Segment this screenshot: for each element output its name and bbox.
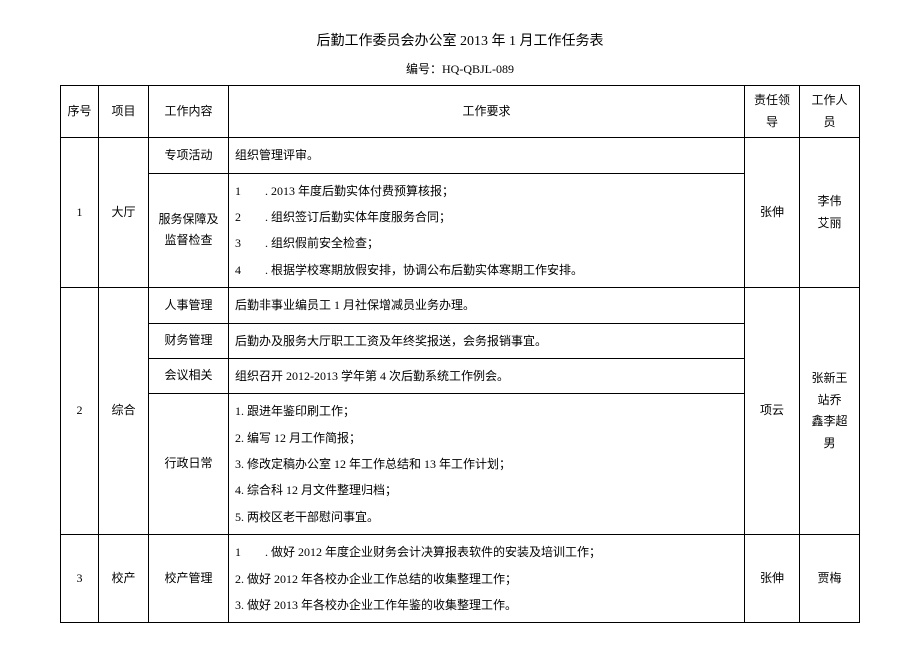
cell-project: 校产 xyxy=(99,535,149,623)
requirement-line: 2 . 组织签订后勤实体年度服务合同； xyxy=(235,204,738,230)
th-staff: 工作人员 xyxy=(800,86,860,138)
th-leader: 责任领导 xyxy=(745,86,800,138)
table-row: 服务保障及监督检查1 . 2013 年度后勤实体付费预算核报；2 . 组织签订后… xyxy=(61,173,860,288)
requirement-line: 4 . 根据学校寒期放假安排，协调公布后勤实体寒期工作安排。 xyxy=(235,257,738,283)
cell-requirement: 组织召开 2012-2013 学年第 4 次后勤系统工作例会。 xyxy=(229,358,745,393)
requirement-line: 后勤办及服务大厅职工工资及年终奖报送，会务报销事宜。 xyxy=(235,328,738,354)
requirement-line: 2. 做好 2012 年各校办企业工作总结的收集整理工作； xyxy=(235,566,738,592)
requirement-line: 3 . 组织假前安全检查； xyxy=(235,230,738,256)
cell-requirement: 后勤非事业编员工 1 月社保增减员业务办理。 xyxy=(229,288,745,323)
staff-line: 艾丽 xyxy=(806,213,853,235)
requirement-line: 1 . 2013 年度后勤实体付费预算核报； xyxy=(235,178,738,204)
cell-staff: 李伟艾丽 xyxy=(800,138,860,288)
cell-content: 财务管理 xyxy=(149,323,229,358)
cell-content: 服务保障及监督检查 xyxy=(149,173,229,288)
table-header-row: 序号 项目 工作内容 工作要求 责任领导 工作人员 xyxy=(61,86,860,138)
th-project: 项目 xyxy=(99,86,149,138)
requirement-line: 组织管理评审。 xyxy=(235,142,738,168)
requirement-line: 5. 两校区老干部慰问事宜。 xyxy=(235,504,738,530)
requirement-line: 3. 做好 2013 年各校办企业工作年鉴的收集整理工作。 xyxy=(235,592,738,618)
requirement-line: 3. 修改定稿办公室 12 年工作总结和 13 年工作计划； xyxy=(235,451,738,477)
cell-leader: 张伸 xyxy=(745,138,800,288)
staff-line: 张新王站乔 xyxy=(806,368,853,411)
staff-line: 李伟 xyxy=(806,191,853,213)
table-row: 2综合人事管理后勤非事业编员工 1 月社保增减员业务办理。项云张新王站乔鑫李超男 xyxy=(61,288,860,323)
th-content: 工作内容 xyxy=(149,86,229,138)
requirement-line: 4. 综合科 12 月文件整理归档； xyxy=(235,477,738,503)
table-row: 行政日常1. 跟进年鉴印刷工作；2. 编写 12 月工作简报；3. 修改定稿办公… xyxy=(61,394,860,535)
th-seq: 序号 xyxy=(61,86,99,138)
cell-staff: 张新王站乔鑫李超男 xyxy=(800,288,860,535)
page-title: 后勤工作委员会办公室 2013 年 1 月工作任务表 xyxy=(60,30,860,50)
requirement-line: 1 . 做好 2012 年度企业财务会计决算报表软件的安装及培训工作； xyxy=(235,539,738,565)
cell-requirement: 后勤办及服务大厅职工工资及年终奖报送，会务报销事宜。 xyxy=(229,323,745,358)
cell-content: 专项活动 xyxy=(149,138,229,173)
table-row: 3校产校产管理1 . 做好 2012 年度企业财务会计决算报表软件的安装及培训工… xyxy=(61,535,860,623)
cell-content: 人事管理 xyxy=(149,288,229,323)
cell-seq: 1 xyxy=(61,138,99,288)
table-row: 财务管理后勤办及服务大厅职工工资及年终奖报送，会务报销事宜。 xyxy=(61,323,860,358)
cell-content: 行政日常 xyxy=(149,394,229,535)
requirement-line: 后勤非事业编员工 1 月社保增减员业务办理。 xyxy=(235,292,738,318)
cell-requirement: 组织管理评审。 xyxy=(229,138,745,173)
cell-content: 校产管理 xyxy=(149,535,229,623)
cell-requirement: 1 . 做好 2012 年度企业财务会计决算报表软件的安装及培训工作；2. 做好… xyxy=(229,535,745,623)
cell-project: 大厅 xyxy=(99,138,149,288)
cell-leader: 张伸 xyxy=(745,535,800,623)
requirement-line: 2. 编写 12 月工作简报； xyxy=(235,425,738,451)
requirement-line: 1. 跟进年鉴印刷工作； xyxy=(235,398,738,424)
cell-leader: 项云 xyxy=(745,288,800,535)
th-requirement: 工作要求 xyxy=(229,86,745,138)
cell-project: 综合 xyxy=(99,288,149,535)
table-row: 1大厅专项活动组织管理评审。张伸李伟艾丽 xyxy=(61,138,860,173)
requirement-line: 组织召开 2012-2013 学年第 4 次后勤系统工作例会。 xyxy=(235,363,738,389)
cell-seq: 2 xyxy=(61,288,99,535)
doc-number: 编号：HQ-QBJL-089 xyxy=(60,60,860,77)
cell-requirement: 1. 跟进年鉴印刷工作；2. 编写 12 月工作简报；3. 修改定稿办公室 12… xyxy=(229,394,745,535)
staff-line: 鑫李超男 xyxy=(806,411,853,454)
cell-staff: 贾梅 xyxy=(800,535,860,623)
task-table: 序号 项目 工作内容 工作要求 责任领导 工作人员 1大厅专项活动组织管理评审。… xyxy=(60,85,860,623)
cell-content: 会议相关 xyxy=(149,358,229,393)
staff-line: 贾梅 xyxy=(806,568,853,590)
table-row: 会议相关组织召开 2012-2013 学年第 4 次后勤系统工作例会。 xyxy=(61,358,860,393)
cell-seq: 3 xyxy=(61,535,99,623)
cell-requirement: 1 . 2013 年度后勤实体付费预算核报；2 . 组织签订后勤实体年度服务合同… xyxy=(229,173,745,288)
